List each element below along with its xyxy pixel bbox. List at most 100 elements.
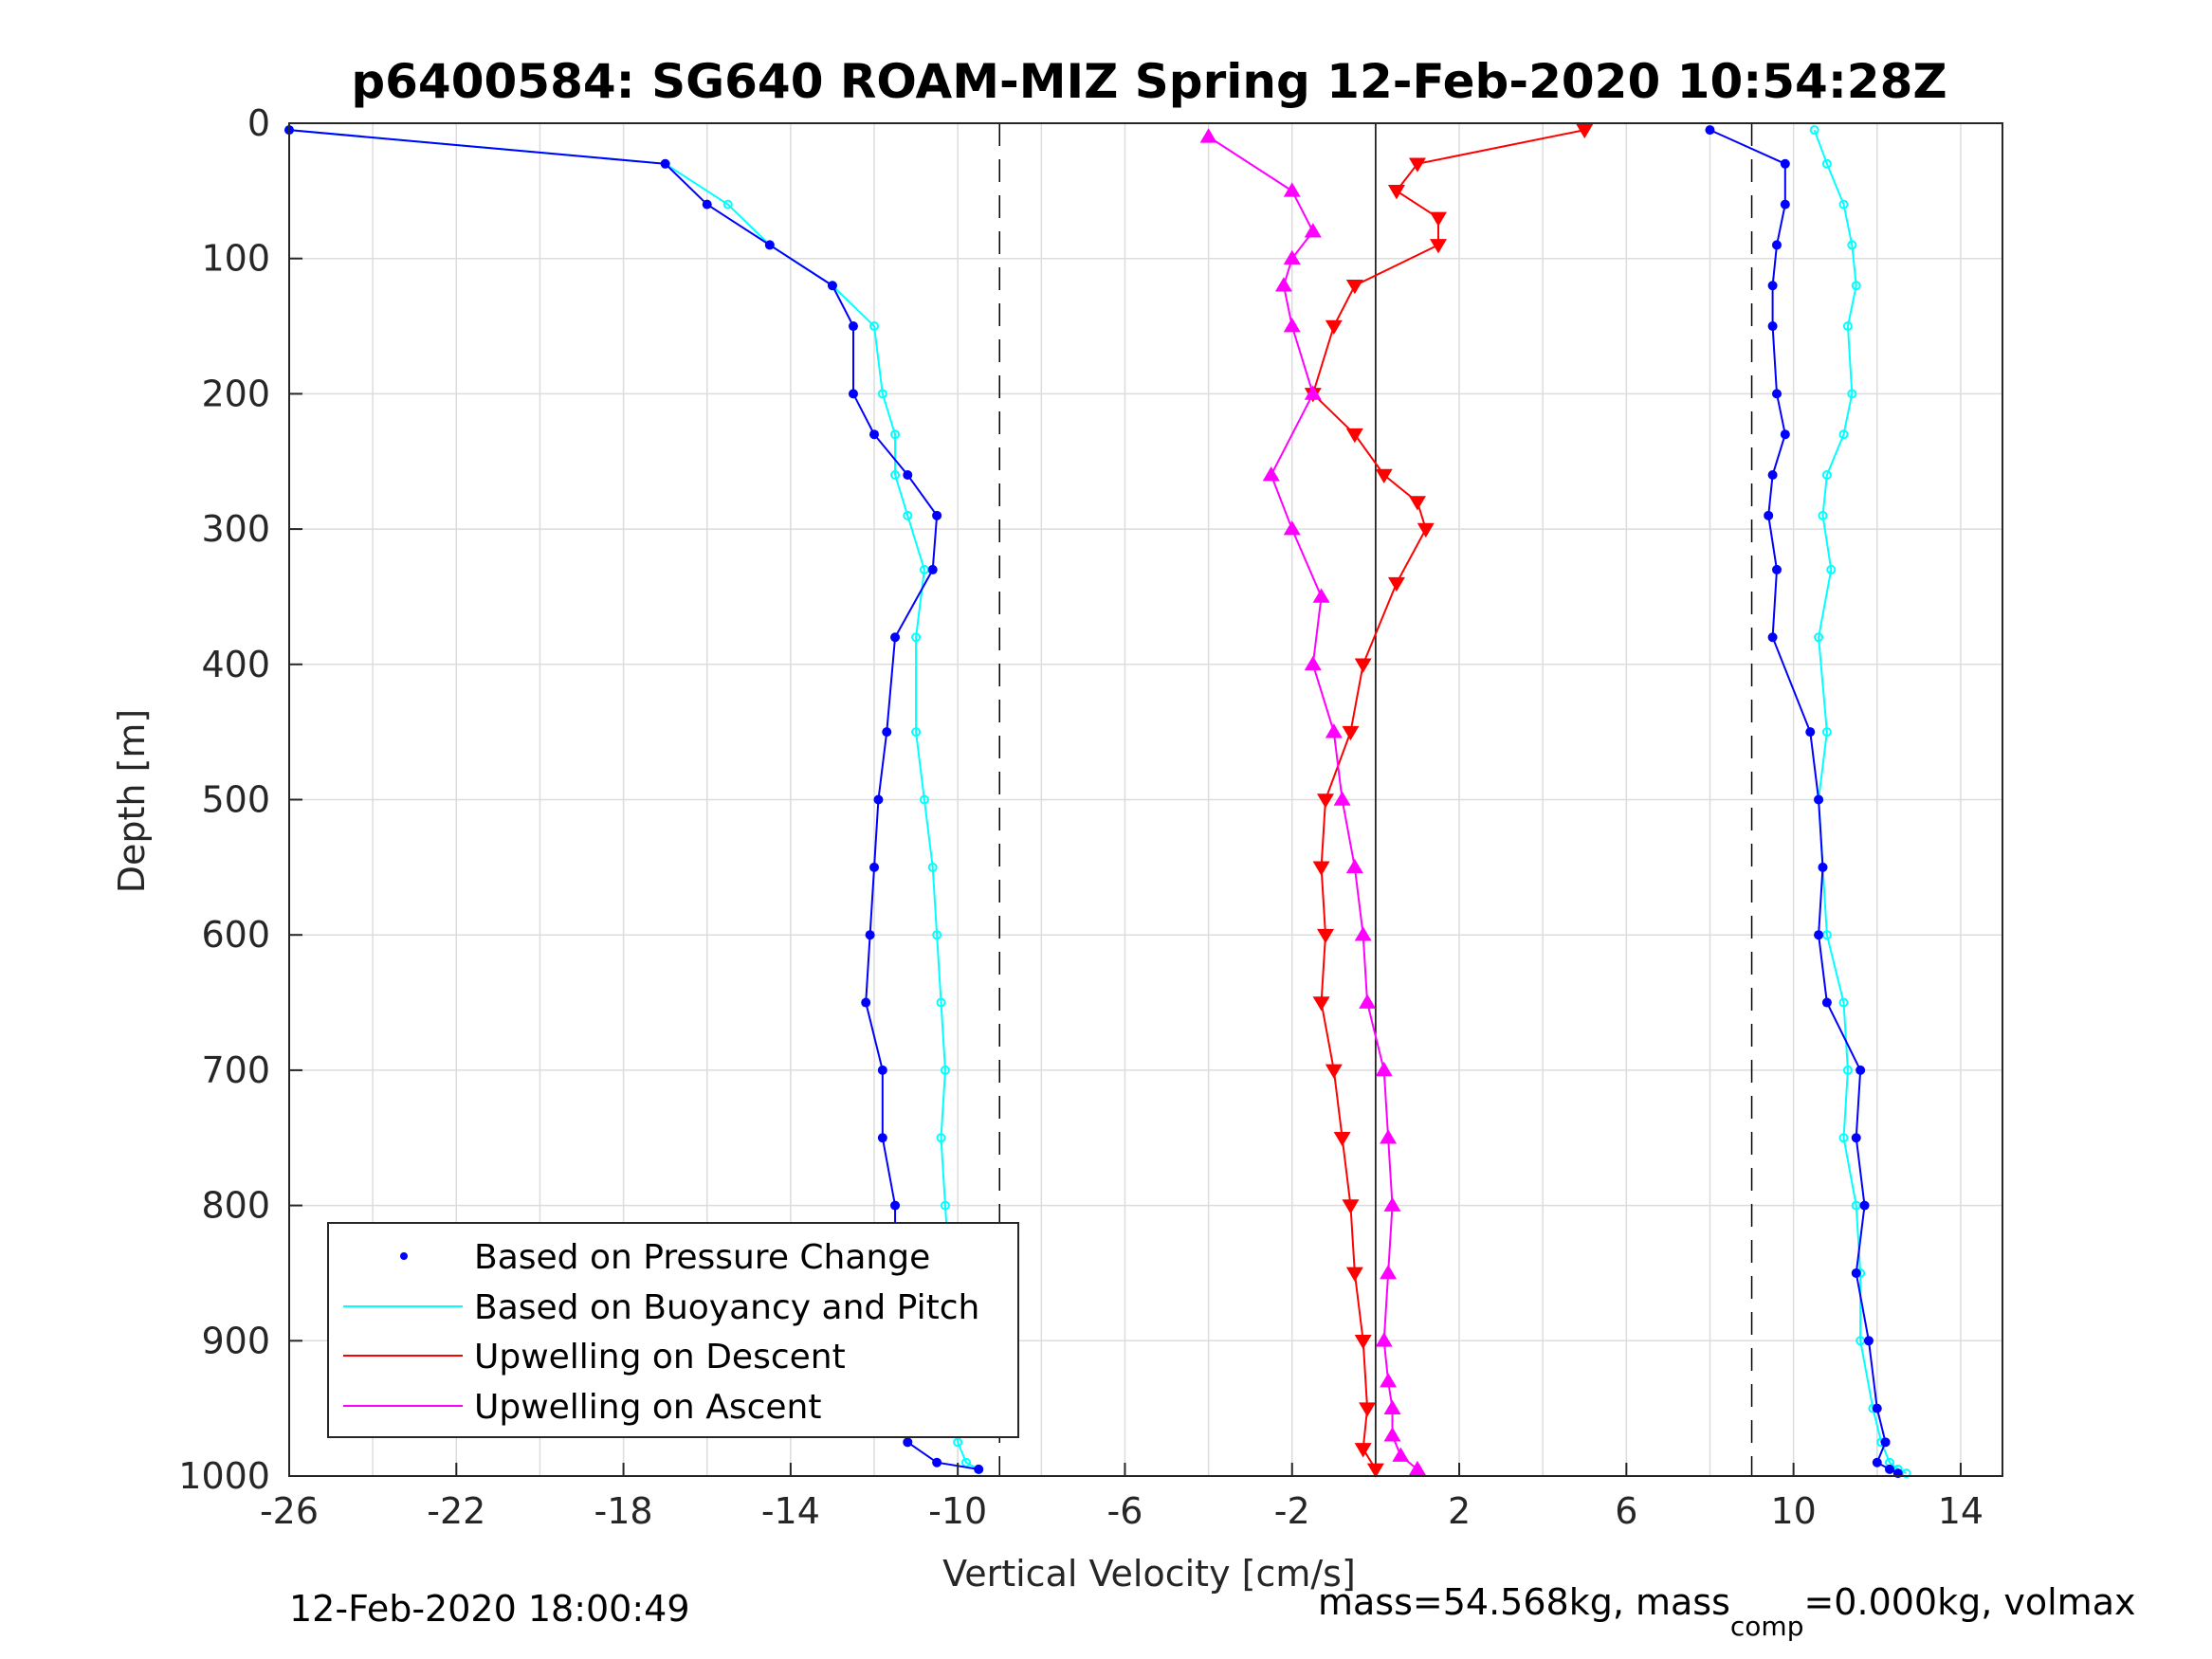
y-tick-label: 200	[201, 373, 270, 414]
upwelling-descent-point	[1430, 211, 1448, 227]
y-tick-label: 900	[201, 1320, 270, 1361]
upwelling-ascent-point	[1199, 128, 1217, 143]
y-tick-label: 1000	[178, 1455, 270, 1497]
upwelling-descent-point	[1345, 279, 1363, 295]
buoyancy-point	[1814, 632, 1824, 643]
upwelling-descent-point	[1345, 1267, 1363, 1282]
upwelling-descent-point	[1354, 658, 1372, 673]
upwelling-ascent-point	[1354, 926, 1372, 941]
buoyancy-point	[1847, 389, 1857, 399]
upwelling-descent-point	[1342, 1199, 1360, 1214]
upwelling-ascent-point	[1383, 1399, 1401, 1414]
y-tick-label: 600	[201, 914, 270, 956]
mass-suffix: =0.000kg, volmax	[1803, 1581, 2136, 1623]
upwelling-descent-point	[1408, 157, 1426, 173]
x-tick-label: -14	[761, 1490, 820, 1532]
upwelling-ascent-point	[1283, 249, 1301, 264]
buoyancy-point	[911, 632, 922, 643]
upwelling-descent-point	[1366, 1463, 1384, 1478]
upwelling-descent-point	[1345, 428, 1363, 444]
upwelling-descent-point	[1312, 996, 1330, 1012]
pressure-ascent-trace	[1709, 129, 1899, 1475]
buoyancy-point	[1809, 125, 1819, 136]
upwelling-ascent-point	[1380, 1264, 1398, 1280]
upwelling-descent-point	[1354, 1443, 1372, 1458]
upwelling-descent-point	[1430, 239, 1448, 254]
upwelling-ascent-point	[1304, 223, 1322, 238]
upwelling-ascent-point	[1380, 1373, 1398, 1388]
footer-mass-info: mass=54.568kg, masscomp=0.000kg, volmax	[1318, 1581, 2135, 1642]
axis-ticks: -26 -22 -18 -14 -10 -6 -2 2 6 10 14010020030040050…	[178, 102, 1983, 1532]
upwelling-ascent-point	[1325, 723, 1343, 738]
buoyancy-point	[1821, 158, 1832, 169]
y-tick-label: 300	[201, 508, 270, 550]
buoyancy-point	[919, 794, 929, 805]
buoyancy-point	[890, 470, 901, 481]
mass-prefix: mass=54.568kg, mass	[1318, 1581, 1730, 1623]
buoyancy-point	[1838, 1133, 1849, 1143]
y-tick-label: 700	[201, 1049, 270, 1091]
upwelling-descent-point	[1375, 468, 1393, 484]
legend-label-ascent: Upwelling on Ascent	[474, 1388, 821, 1427]
buoyancy-point	[1842, 321, 1853, 332]
buoyancy-point	[1851, 281, 1861, 291]
chart-title: p6400584: SG640 ROAM-MIZ Spring 12-Feb-2…	[351, 54, 1947, 109]
x-tick-label: 10	[1770, 1490, 1816, 1532]
x-axis-label: Vertical Velocity [cm/s]	[942, 1553, 1356, 1595]
y-tick-label: 0	[247, 102, 270, 144]
legend-label-descent: Upwelling on Descent	[474, 1338, 846, 1376]
buoyancy-point	[869, 321, 880, 332]
footer-timestamp: 12-Feb-2020 18:00:49	[289, 1588, 690, 1630]
x-tick-label: 14	[1938, 1490, 1983, 1532]
upwelling-descent-point	[1342, 725, 1360, 741]
buoyancy-point	[940, 1065, 950, 1075]
buoyancy-point	[890, 429, 901, 440]
buoyancy-point	[1826, 564, 1837, 574]
y-tick-label: 500	[201, 779, 270, 821]
upwelling-descent-point	[1312, 861, 1330, 876]
buoyancy-point	[940, 1200, 950, 1211]
upwelling-ascent-point	[1375, 1061, 1393, 1077]
upwelling-ascent-point	[1380, 1129, 1398, 1144]
upwelling-descent-point	[1387, 576, 1405, 592]
upwelling-descent-point	[1325, 319, 1343, 336]
buoyancy-point	[936, 997, 946, 1008]
upwelling-descent-point	[1576, 123, 1594, 139]
legend-box	[327, 1222, 1019, 1438]
upwelling-ascent-point	[1262, 466, 1280, 482]
y-tick-label: 100	[201, 238, 270, 280]
upwelling-ascent-point	[1392, 1447, 1410, 1462]
buoyancy-point	[936, 1133, 946, 1143]
upwelling-descent-point	[1387, 185, 1405, 200]
mass-subscript: comp	[1729, 1611, 1804, 1642]
buoyancy-point	[877, 389, 887, 399]
upwelling-ascent-point	[1333, 791, 1351, 806]
upwelling-ascent-point	[1304, 655, 1322, 671]
upwelling-ascent-point	[1375, 1332, 1393, 1347]
upwelling-ascent-point	[1345, 858, 1363, 874]
x-tick-label: -10	[928, 1490, 987, 1532]
buoyancy-point	[911, 727, 922, 738]
legend: Based on Pressure Change Based on Buoyan…	[327, 1222, 1019, 1438]
y-tick-label: 400	[201, 644, 270, 685]
x-tick-label: -2	[1274, 1490, 1310, 1532]
upwelling-descent-point	[1354, 1335, 1372, 1350]
upwelling-ascent-point	[1283, 182, 1301, 197]
upwelling-descent-point	[1417, 522, 1435, 538]
buoyancy-point	[927, 862, 938, 872]
x-tick-label: -26	[260, 1490, 319, 1532]
upwelling-descent-point	[1325, 1064, 1343, 1079]
x-tick-label: -22	[427, 1490, 485, 1532]
upwelling-ascent-point	[1304, 385, 1322, 400]
legend-label-pressure: Based on Pressure Change	[474, 1238, 930, 1277]
buoyancy-point	[903, 510, 913, 520]
upwelling-descent-point	[1317, 793, 1335, 809]
upwelling-ascent-point	[1274, 277, 1292, 292]
legend-marker-pressure	[400, 1252, 408, 1260]
upwelling-ascent-point	[1283, 520, 1301, 536]
upwelling-ascent-point	[1408, 1460, 1426, 1476]
buoyancy-point	[932, 930, 942, 940]
upwelling-ascent-point	[1383, 1196, 1401, 1212]
data-marks	[284, 123, 1911, 1479]
